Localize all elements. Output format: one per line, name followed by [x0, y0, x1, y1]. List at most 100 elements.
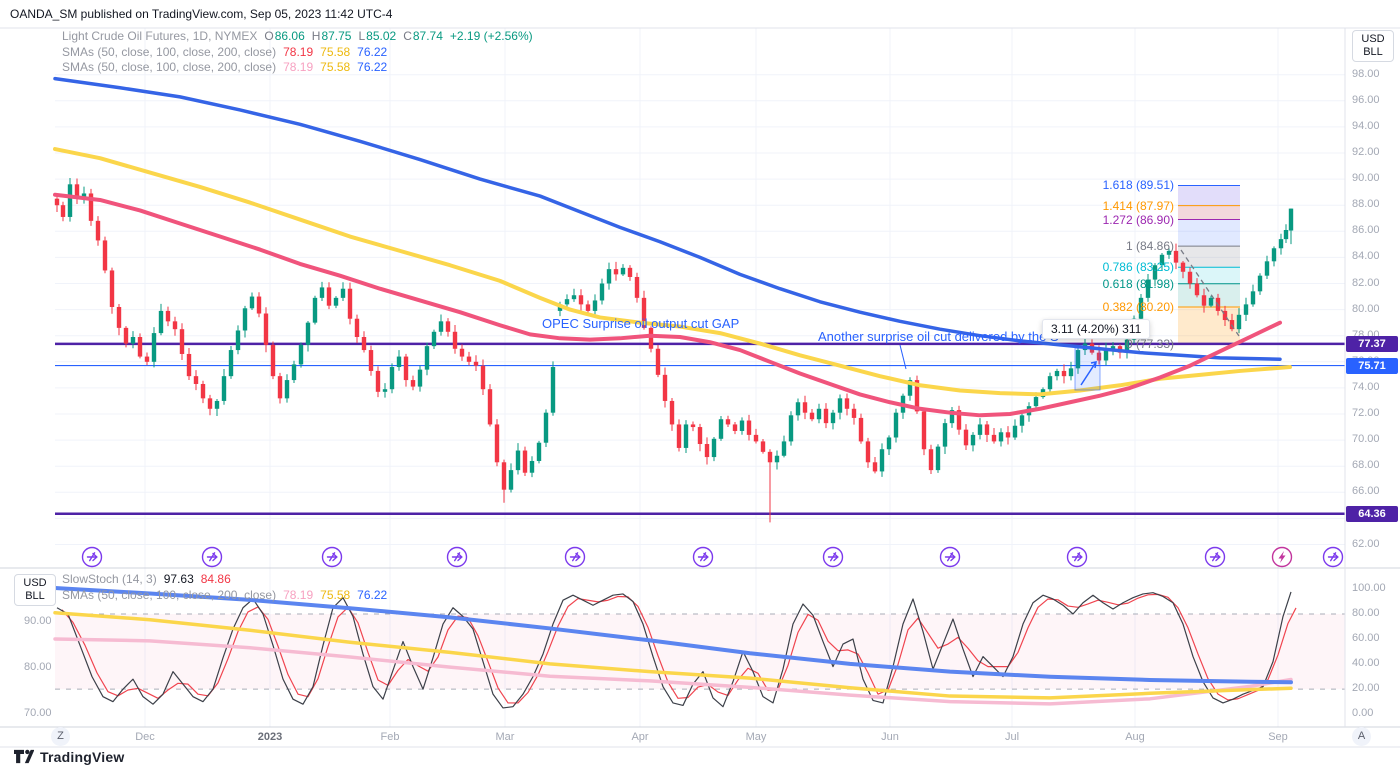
time-tick-label[interactable]: Jul: [1004, 731, 1020, 743]
price-level-badge: 77.37: [1346, 335, 1398, 352]
ohlc-value: 87.74: [412, 29, 443, 43]
price-tick-label: 86.00: [1352, 224, 1380, 237]
contract-rollover-icon[interactable]: [692, 546, 714, 568]
flash-event-icon[interactable]: [1271, 546, 1293, 568]
pane-right-tick-label: 0.00: [1352, 707, 1374, 720]
contract-rollover-icon[interactable]: [446, 546, 468, 568]
pane-right-tick-label: 20.00: [1352, 682, 1380, 695]
tradingview-logo[interactable]: TradingView: [14, 748, 124, 765]
sma-label: SMAs (50, close, 100, close, 200, close): [62, 60, 277, 74]
fib-level-label: 1.618 (89.51): [1102, 178, 1174, 193]
ohlc-letter: C: [403, 29, 412, 43]
stoch-pane-legend[interactable]: SlowStoch (14, 3) 97.63 84.86 SMAs (50, clo…: [62, 572, 387, 603]
pane-right-tick-label: 100.00: [1352, 581, 1386, 594]
pane-left-tick-label: 70.00: [24, 707, 52, 719]
contract-rollover-icon[interactable]: [939, 546, 961, 568]
contract-rollover-icon[interactable]: [564, 546, 586, 568]
price-tick-label: 66.00: [1352, 485, 1380, 498]
contract-rollover-icon[interactable]: [81, 546, 103, 568]
price-tick-label: 90.00: [1352, 172, 1380, 185]
ohlc-value: 87.75: [321, 29, 352, 43]
unit-currency: USD: [23, 577, 47, 589]
price-tick-label: 72.00: [1352, 407, 1380, 419]
pane-sma-value: 75.58: [320, 587, 351, 602]
contract-rollover-icon[interactable]: [1322, 546, 1344, 568]
adjust-button[interactable]: A: [1352, 727, 1371, 746]
sma-value: 75.58: [320, 44, 351, 59]
unit-button-pane[interactable]: USD BLL: [14, 574, 56, 606]
price-tick-label: 96.00: [1352, 93, 1380, 106]
sma-value: 75.58: [320, 60, 351, 74]
ohlc-letter: H: [311, 29, 321, 43]
price-tick-label: 98.00: [1352, 67, 1380, 80]
annotation-opec-gap[interactable]: OPEC Surprise oil output cut GAP: [542, 316, 740, 331]
pane-sma-label: SMAs (50, close, 100, close, 200, close): [62, 587, 277, 602]
contract-rollover-icon[interactable]: [822, 546, 844, 568]
pane-sma-value: 78.19: [283, 587, 314, 602]
sma-legend-row-2[interactable]: SMAs (50, close, 100, close, 200, close)…: [62, 60, 533, 76]
sma-legend-row-1[interactable]: SMAs (50, close, 100, close, 200, close)…: [62, 45, 533, 61]
time-tick-label[interactable]: Feb: [380, 731, 400, 743]
price-tick-label: 94.00: [1352, 119, 1380, 132]
time-tick-label[interactable]: Mar: [495, 731, 515, 743]
sma-value: 78.19: [283, 60, 314, 74]
fib-level-label: 1.414 (87.97): [1102, 198, 1174, 213]
price-tick-label: 84.00: [1352, 250, 1380, 263]
fib-level-label: 0.618 (81.98): [1102, 276, 1174, 291]
tradingview-logo-icon: [14, 749, 34, 764]
price-tick-label: 68.00: [1352, 459, 1380, 472]
measure-tooltip: 3.11 (4.20%) 311: [1042, 319, 1151, 339]
ohlc-value: 86.06: [274, 29, 305, 43]
price-tick-label: 70.00: [1352, 433, 1380, 446]
contract-rollover-icon[interactable]: [321, 546, 343, 568]
contract-rollover-icon[interactable]: [1066, 546, 1088, 568]
unit-currency: USD: [1361, 33, 1385, 45]
ohlc-letter: O: [264, 29, 274, 43]
pane-right-tick-label: 60.00: [1352, 632, 1380, 645]
time-tick-label[interactable]: Aug: [1125, 731, 1145, 743]
pane-right-tick-label: 80.00: [1352, 607, 1380, 619]
unit-symbol: BLL: [1363, 46, 1383, 58]
sma-value: 78.19: [283, 44, 314, 59]
unit-button-top[interactable]: USD BLL: [1352, 30, 1394, 62]
time-tick-label[interactable]: 2023: [257, 731, 283, 743]
ohlc-value: 85.02: [366, 29, 397, 43]
sma-value: 76.22: [357, 60, 388, 74]
pane-left-tick-label: 80.00: [24, 661, 52, 673]
fib-level-label: 1 (84.86): [1125, 239, 1174, 254]
fib-level-label: 1.272 (86.90): [1102, 212, 1174, 227]
annotation-saudi-cut[interactable]: Another surprise oil cut delivered by th…: [818, 329, 1059, 344]
stoch-legend-row[interactable]: SlowStoch (14, 3) 97.63 84.86: [62, 572, 387, 588]
price-tick-label: 92.00: [1352, 146, 1380, 158]
tradingview-logo-text: TradingView: [40, 748, 125, 765]
symbol-legend-row[interactable]: Light Crude Oil Futures, 1D, NYMEX O86.06…: [62, 29, 533, 45]
change-value: +2.19 (+2.56%): [449, 29, 533, 43]
main-chart-legend[interactable]: Light Crude Oil Futures, 1D, NYMEX O86.06…: [62, 29, 533, 76]
stoch-label: SlowStoch (14, 3): [62, 572, 157, 586]
price-level-badge: 75.71: [1346, 357, 1398, 374]
fib-level-label: 0.382 (80.20): [1102, 299, 1174, 314]
time-tick-label[interactable]: Jun: [881, 731, 899, 743]
contract-rollover-icon[interactable]: [201, 546, 223, 568]
price-tick-label: 62.00: [1352, 537, 1380, 550]
price-tick-label: 88.00: [1352, 198, 1380, 211]
stoch-value: 84.86: [200, 572, 231, 586]
pane-sma-legend-row[interactable]: SMAs (50, close, 100, close, 200, close)…: [62, 588, 387, 604]
published-line: OANDA_SM published on TradingView.com, S…: [10, 7, 393, 21]
sma-value: 76.22: [357, 44, 388, 59]
timezone-button[interactable]: Z: [51, 727, 70, 746]
pane-sma-value: 76.22: [357, 587, 388, 602]
price-tick-label: 80.00: [1352, 302, 1380, 315]
contract-rollover-icon[interactable]: [1204, 546, 1226, 568]
time-tick-label[interactable]: Apr: [631, 731, 649, 743]
price-level-badge: 64.36: [1346, 505, 1398, 522]
price-tick-label: 82.00: [1352, 276, 1380, 289]
pane-right-tick-label: 40.00: [1352, 657, 1380, 670]
time-tick-label[interactable]: May: [745, 731, 767, 743]
sma-label: SMAs (50, close, 100, close, 200, close): [62, 44, 277, 59]
time-tick-label[interactable]: Dec: [135, 731, 155, 743]
time-tick-label[interactable]: Sep: [1268, 731, 1288, 743]
symbol-title: Light Crude Oil Futures, 1D, NYMEX: [62, 29, 258, 43]
